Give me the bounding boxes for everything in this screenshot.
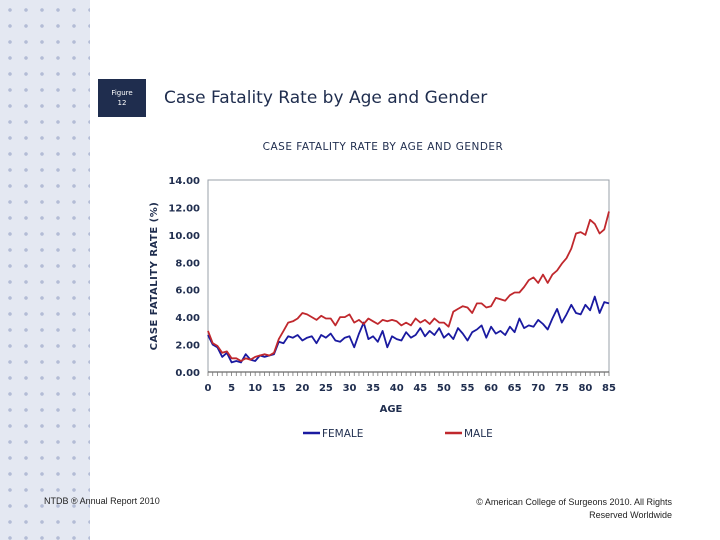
decorative-dot-strip <box>0 0 90 540</box>
y-tick-label: 2.00 <box>175 341 200 352</box>
y-tick-label: 0.00 <box>175 368 200 379</box>
footer-copyright: © American College of Surgeons 2010. All… <box>476 497 672 520</box>
x-tick-label: 60 <box>484 383 498 394</box>
x-tick-label: 35 <box>366 383 380 394</box>
x-tick-labels: 0 5 10 15 20 25 30 35 40 45 50 55 60 65 70 75 80 85 <box>205 383 616 394</box>
y-tick-label: 14.00 <box>168 176 200 187</box>
x-tick-label: 20 <box>295 383 309 394</box>
y-tick-label: 6.00 <box>175 286 200 297</box>
page-title: Case Fatality Rate by Age and Gender <box>164 88 488 108</box>
footer-source: NTDB ® Annual Report 2010 <box>44 496 160 506</box>
series-lines <box>207 211 610 364</box>
x-tick-label: 85 <box>602 383 616 394</box>
chart-axes <box>207 179 610 376</box>
plot-area-frame <box>207 179 610 373</box>
x-tick-label: 40 <box>390 383 404 394</box>
y-tick-label: 12.00 <box>168 203 200 214</box>
x-axis-label: AGE <box>380 404 403 415</box>
figure-badge: Figure 12 <box>98 79 146 117</box>
y-tick-label: 4.00 <box>175 313 200 324</box>
x-tick-label: 75 <box>555 383 569 394</box>
x-tick-label: 45 <box>413 383 427 394</box>
x-tick-label: 5 <box>228 383 235 394</box>
x-tick-label: 65 <box>508 383 522 394</box>
x-tick-label: 10 <box>248 383 262 394</box>
x-tick-label: 25 <box>319 383 333 394</box>
x-tick-label: 15 <box>272 383 286 394</box>
x-tick-label: 80 <box>578 383 592 394</box>
x-tick-label: 50 <box>437 383 451 394</box>
figure-badge-number: 12 <box>117 99 127 107</box>
y-tick-label: 8.00 <box>175 258 200 269</box>
chart-title: CASE FATALITY RATE BY AGE AND GENDER <box>263 141 504 153</box>
x-tick-label: 30 <box>343 383 357 394</box>
series-line-male <box>207 211 610 362</box>
legend: FEMALE MALE <box>303 428 493 440</box>
y-tick-label: 10.00 <box>168 231 200 242</box>
y-tick-labels: 0.00 2.00 4.00 6.00 8.00 10.00 12.00 14.00 <box>168 176 200 379</box>
figure-badge-label: Figure <box>111 89 133 97</box>
legend-label-female: FEMALE <box>322 428 363 440</box>
x-tick-label: 55 <box>461 383 475 394</box>
legend-label-male: MALE <box>464 428 493 440</box>
x-tick-label: 0 <box>205 383 212 394</box>
x-tick-label: 70 <box>531 383 545 394</box>
y-axis-label: CASE FATALITY RATE (%) <box>149 202 160 351</box>
series-line-female <box>207 295 610 364</box>
